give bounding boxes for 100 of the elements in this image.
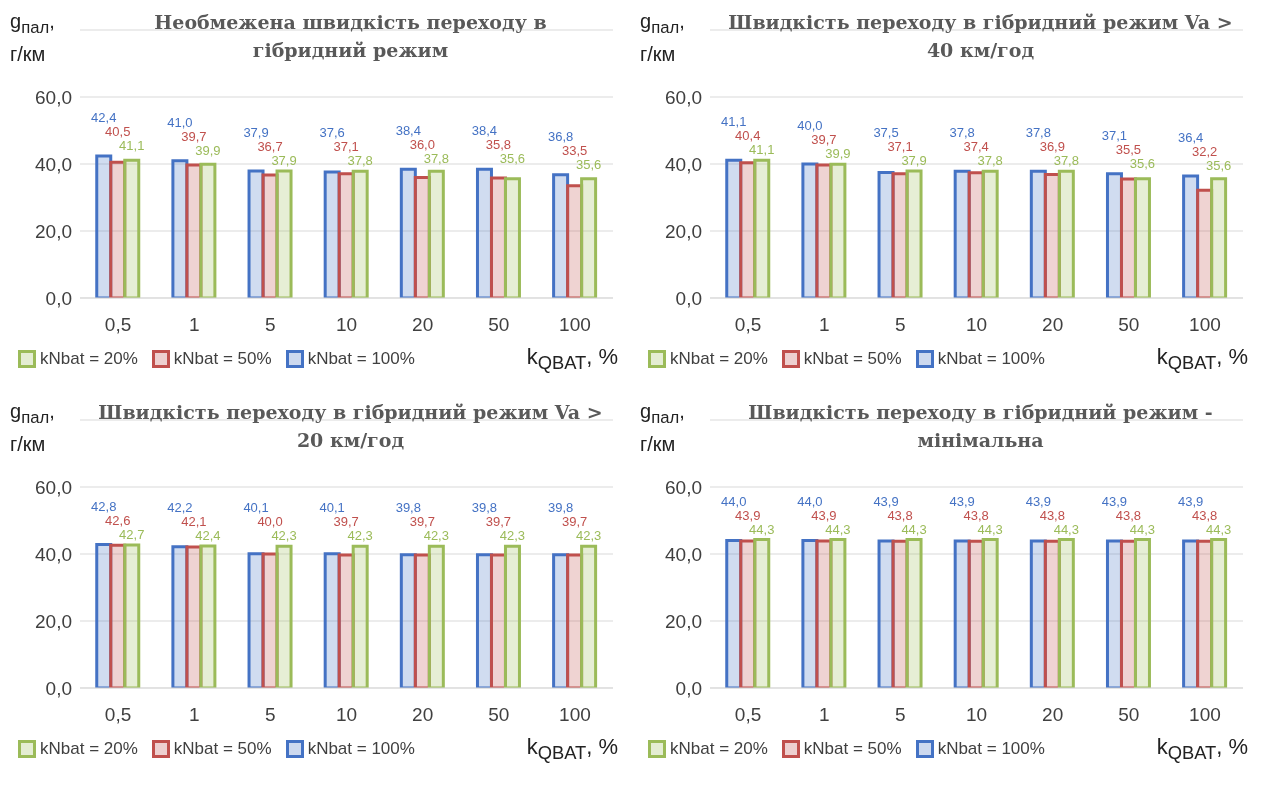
- data-label: 42,3: [347, 528, 373, 544]
- data-label: 43,8: [887, 507, 913, 523]
- data-label: 39,8: [395, 500, 421, 516]
- data-label: 40,0: [257, 514, 283, 530]
- data-label: 36,8: [547, 128, 574, 144]
- data-label: 36,7: [257, 139, 283, 155]
- bar: [753, 158, 771, 298]
- x-tick-label: 5: [265, 314, 276, 336]
- chart-title: Швидкість переходу в гібридний режим - мінімальна: [748, 401, 1213, 451]
- legend-label: kNbat = 50%: [803, 739, 902, 760]
- data-label: 42,7: [119, 526, 145, 542]
- x-tick-label: 0,5: [104, 704, 132, 726]
- bar: [829, 162, 847, 298]
- legend-label: kNbat = 20%: [670, 739, 768, 760]
- data-label: 43,9: [811, 507, 837, 523]
- data-label: 42,3: [575, 528, 602, 544]
- x-tick-label: 100: [1189, 314, 1221, 336]
- data-label: 42,3: [423, 528, 449, 544]
- data-label: 39,7: [561, 514, 588, 530]
- data-label: 44,3: [977, 521, 1003, 537]
- y-tick-label: 40,0: [35, 543, 72, 565]
- data-label: 36,9: [1039, 139, 1065, 155]
- y-tick-label: 20,0: [665, 220, 702, 242]
- bar: [123, 158, 141, 298]
- data-label: 42,4: [195, 527, 221, 543]
- data-label: 40,4: [735, 128, 761, 144]
- data-label: 37,8: [423, 151, 449, 167]
- bar: [351, 169, 369, 298]
- data-label: 37,9: [243, 125, 269, 141]
- legend-label: kNbat = 100%: [307, 349, 415, 370]
- x-tick-label: 1: [188, 314, 200, 336]
- data-label: 39,8: [547, 500, 574, 516]
- data-label: 44,0: [721, 493, 747, 509]
- data-label: 43,9: [949, 493, 975, 509]
- data-label: 42,3: [271, 528, 297, 544]
- x-axis-title: k$_{QBAT}$, %: [526, 344, 618, 375]
- data-label: 43,9: [735, 507, 761, 523]
- x-tick-label: 10: [965, 314, 988, 336]
- data-label: 44,3: [1053, 521, 1079, 537]
- data-label: 35,6: [499, 151, 526, 167]
- data-label: 35,6: [1129, 155, 1156, 171]
- data-label: 37,6: [319, 125, 345, 141]
- data-label: 43,9: [1101, 493, 1128, 509]
- data-label: 35,6: [1205, 158, 1232, 174]
- data-label: 44,3: [749, 521, 775, 537]
- y-tick-label: 40,0: [665, 153, 702, 175]
- data-label: 43,8: [1115, 507, 1142, 523]
- x-tick-label: 1: [188, 704, 200, 726]
- y-axis-title: g$_{пал}$, г/км: [10, 10, 55, 65]
- data-label: 44,3: [1129, 521, 1156, 537]
- x-tick-label: 20: [1042, 314, 1064, 336]
- x-tick-label: 50: [1118, 704, 1140, 726]
- x-tick-label: 5: [895, 314, 906, 336]
- data-label: 38,4: [395, 123, 421, 139]
- data-label: 42,8: [91, 498, 117, 514]
- data-label: 37,9: [271, 153, 297, 169]
- x-tick-label: 1: [818, 314, 830, 336]
- data-label: 43,8: [1191, 507, 1218, 523]
- data-label: 39,9: [825, 146, 851, 161]
- y-tick-label: 60,0: [665, 86, 702, 108]
- data-label: 39,8: [471, 500, 498, 516]
- y-tick-label: 20,0: [35, 610, 72, 632]
- data-label: 33,5: [561, 142, 588, 158]
- y-axis-title: g$_{пал}$, г/км: [10, 400, 55, 455]
- y-tick-label: 60,0: [35, 86, 72, 108]
- data-label: 36,4: [1177, 130, 1204, 146]
- data-label: 37,1: [1101, 127, 1128, 143]
- legend-label: kNbat = 50%: [173, 349, 272, 370]
- y-tick-label: 0,0: [45, 677, 72, 699]
- x-tick-label: 0,5: [734, 314, 762, 336]
- data-label: 39,7: [811, 132, 837, 147]
- x-axis-title: k$_{QBAT}$, %: [1156, 734, 1248, 765]
- data-label: 42,4: [91, 109, 117, 125]
- data-label: 37,9: [901, 153, 927, 169]
- chart-title: Необмежена швидкість переходу в гібридний режим: [154, 11, 547, 61]
- data-label: 39,7: [333, 514, 359, 530]
- data-label: 37,8: [347, 153, 373, 169]
- x-tick-label: 100: [559, 704, 591, 726]
- data-label: 32,2: [1191, 144, 1218, 160]
- data-label: 40,5: [105, 123, 131, 139]
- y-axis-title: g$_{пал}$, г/км: [640, 10, 685, 65]
- x-axis-title: k$_{QBAT}$, %: [1156, 344, 1248, 375]
- data-label: 37,5: [873, 125, 899, 141]
- data-label: 41,1: [749, 142, 775, 158]
- data-label: 43,8: [1039, 507, 1065, 523]
- data-label: 44,3: [825, 521, 851, 537]
- data-label: 41,0: [167, 114, 193, 130]
- y-tick-label: 0,0: [675, 677, 702, 699]
- x-tick-label: 0,5: [104, 314, 132, 336]
- data-label: 40,1: [319, 500, 345, 516]
- x-tick-label: 0,5: [734, 704, 762, 726]
- data-label: 41,1: [721, 114, 747, 130]
- legend-label: kNbat = 100%: [937, 349, 1045, 370]
- data-label: 44,3: [901, 521, 927, 537]
- bar: [981, 169, 999, 298]
- data-label: 39,7: [409, 514, 435, 530]
- bar: [275, 169, 293, 298]
- x-tick-label: 100: [559, 314, 591, 336]
- chart-title: Швидкість переходу в гібридний режим Va > 20 км/год: [98, 401, 603, 451]
- x-tick-label: 50: [488, 704, 510, 726]
